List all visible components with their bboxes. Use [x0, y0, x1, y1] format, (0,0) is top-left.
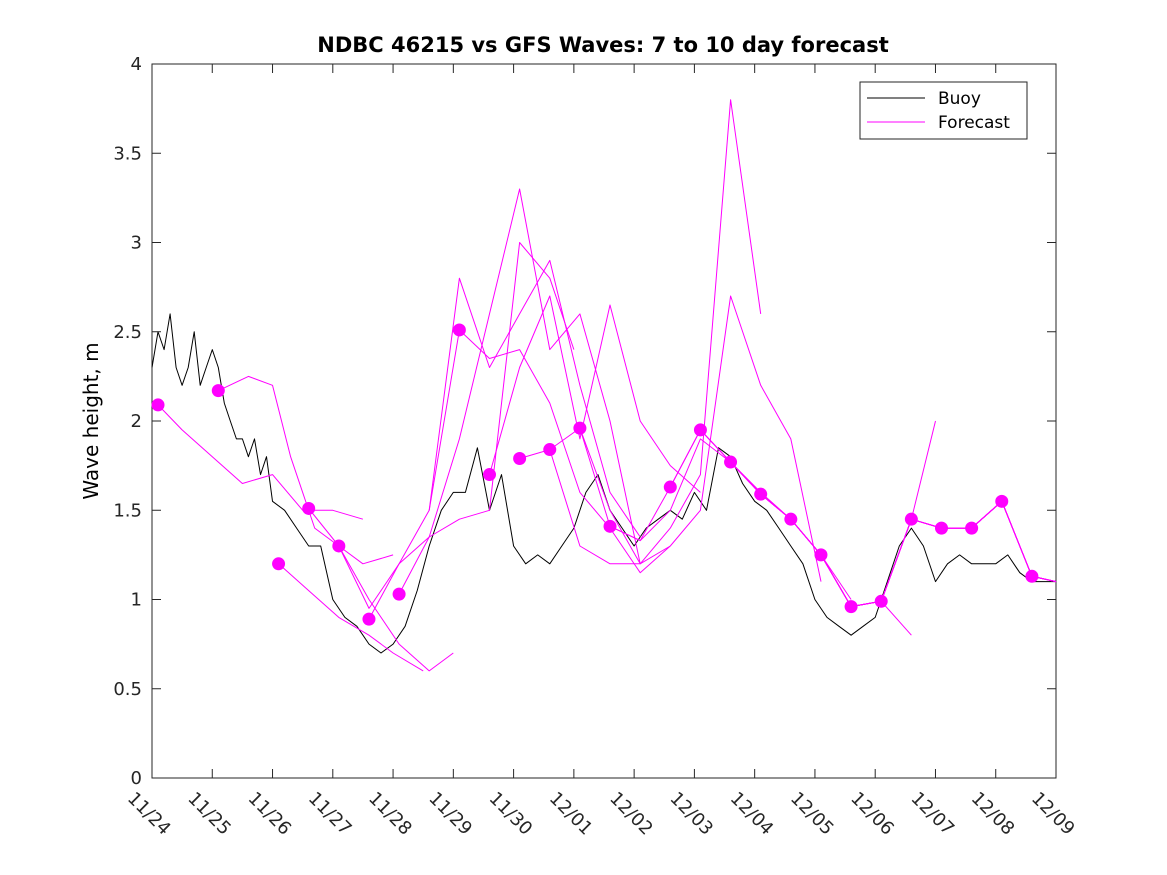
- forecast-marker: [874, 594, 888, 608]
- axes-box: [151, 63, 1057, 779]
- forecast-marker: [693, 423, 707, 437]
- forecast-marker: [151, 398, 165, 412]
- y-axis-label: Wave height, m: [79, 342, 103, 499]
- forecast-marker: [663, 480, 677, 494]
- y-tick-label: 1: [131, 590, 142, 611]
- forecast-marker: [362, 612, 376, 626]
- y-tick-label: 1.5: [113, 500, 142, 521]
- forecast-marker: [272, 557, 286, 571]
- forecast-line: [428, 329, 671, 574]
- forecast-marker: [965, 521, 979, 535]
- forecast-marker: [995, 494, 1009, 508]
- forecast-line: [308, 508, 454, 672]
- buoy-line: [151, 313, 1056, 654]
- forecast-line: [368, 259, 641, 620]
- forecast-marker: [543, 443, 557, 457]
- forecast-marker: [332, 539, 346, 553]
- forecast-marker: [754, 487, 768, 501]
- legend: Buoy Forecast: [859, 81, 1028, 140]
- chart-title: NDBC 46215 vs GFS Waves: 7 to 10 day for…: [317, 33, 888, 57]
- legend-label-buoy: Buoy: [938, 89, 981, 109]
- forecast-marker: [784, 512, 798, 526]
- plot-area: [151, 63, 1057, 779]
- forecast-marker: [513, 451, 527, 465]
- forecast-marker: [1025, 569, 1039, 583]
- marker-layer: [151, 323, 1039, 626]
- forecast-line: [278, 563, 424, 672]
- y-tick-label: 4: [131, 54, 142, 75]
- forecast-marker: [452, 323, 466, 337]
- y-tick-label: 3.5: [113, 143, 142, 164]
- forecast-line: [398, 188, 641, 595]
- forecast-line: [157, 404, 364, 520]
- forecast-marker: [302, 501, 316, 515]
- y-axis: 0 0.5 1 1.5 2 2.5 3 3.5 4: [113, 54, 1056, 789]
- legend-label-forecast: Forecast: [938, 113, 1010, 133]
- forecast-marker: [482, 468, 496, 482]
- forecast-line: [489, 295, 701, 493]
- forecast-marker: [844, 600, 858, 614]
- y-tick-label: 0: [131, 768, 142, 789]
- y-tick-label: 2: [131, 411, 142, 432]
- forecast-marker: [211, 384, 225, 398]
- y-tick-label: 0.5: [113, 679, 142, 700]
- forecast-line: [549, 295, 822, 582]
- forecast-marker: [392, 587, 406, 601]
- forecast-marker: [904, 512, 918, 526]
- y-tick-label: 3: [131, 233, 142, 254]
- forecast-line: [218, 375, 394, 565]
- forecast-marker: [573, 421, 587, 435]
- y-tick-label: 2.5: [113, 322, 142, 343]
- forecast-marker: [934, 521, 948, 535]
- forecast-marker: [724, 455, 738, 469]
- legend-box: [859, 81, 1028, 140]
- forecast-marker: [603, 519, 617, 533]
- forecast-marker: [814, 548, 828, 562]
- forecast-line: [338, 242, 575, 609]
